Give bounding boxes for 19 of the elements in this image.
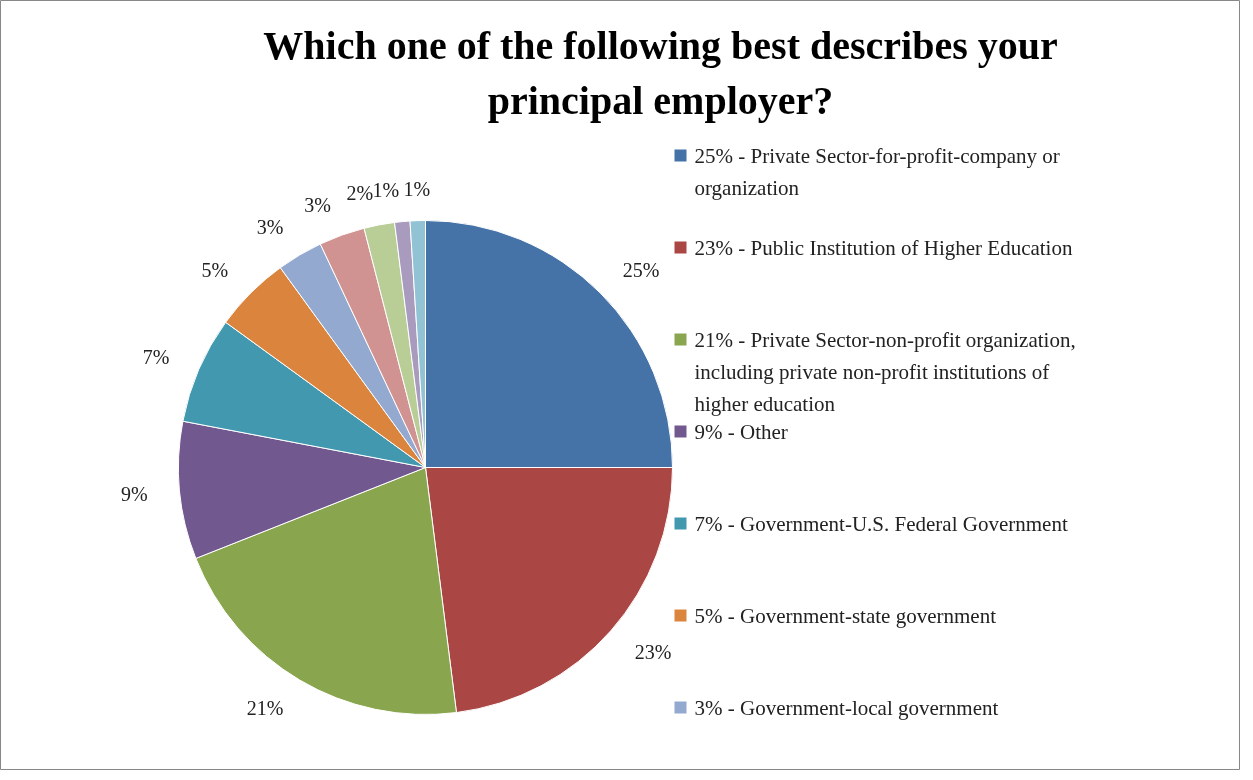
legend-label: 7% - Government-U.S. Federal Government xyxy=(694,511,1068,536)
legend-label: 9% - Other xyxy=(694,419,788,444)
legend-label: 25% - Private Sector-for-profit-company or organization xyxy=(694,143,1060,200)
data-label: 1% xyxy=(372,178,400,201)
legend-label: 3% - Government-local government xyxy=(694,695,999,720)
legend-label: 5% - Government-state government xyxy=(694,603,997,628)
data-label: 2% xyxy=(346,182,374,205)
data-label: 3% xyxy=(256,216,284,239)
data-label: 25% xyxy=(622,259,660,282)
data-label: 9% xyxy=(120,482,148,505)
chart-title: Which one of the following best describes your principal employer? xyxy=(263,23,1058,123)
data-label: 3% xyxy=(304,193,331,216)
data-label: 7% xyxy=(142,345,170,368)
data-label: 21% xyxy=(246,696,284,719)
data-label: 1% xyxy=(403,177,431,200)
legend-label: 23% - Public Institution of Higher Education xyxy=(694,235,1073,260)
data-label: 23% xyxy=(634,641,672,664)
legend-label: 21% - Private Sector-non-profit organization, including private non-profit institutions of higher education xyxy=(694,327,1076,416)
data-label: 5% xyxy=(201,259,229,282)
